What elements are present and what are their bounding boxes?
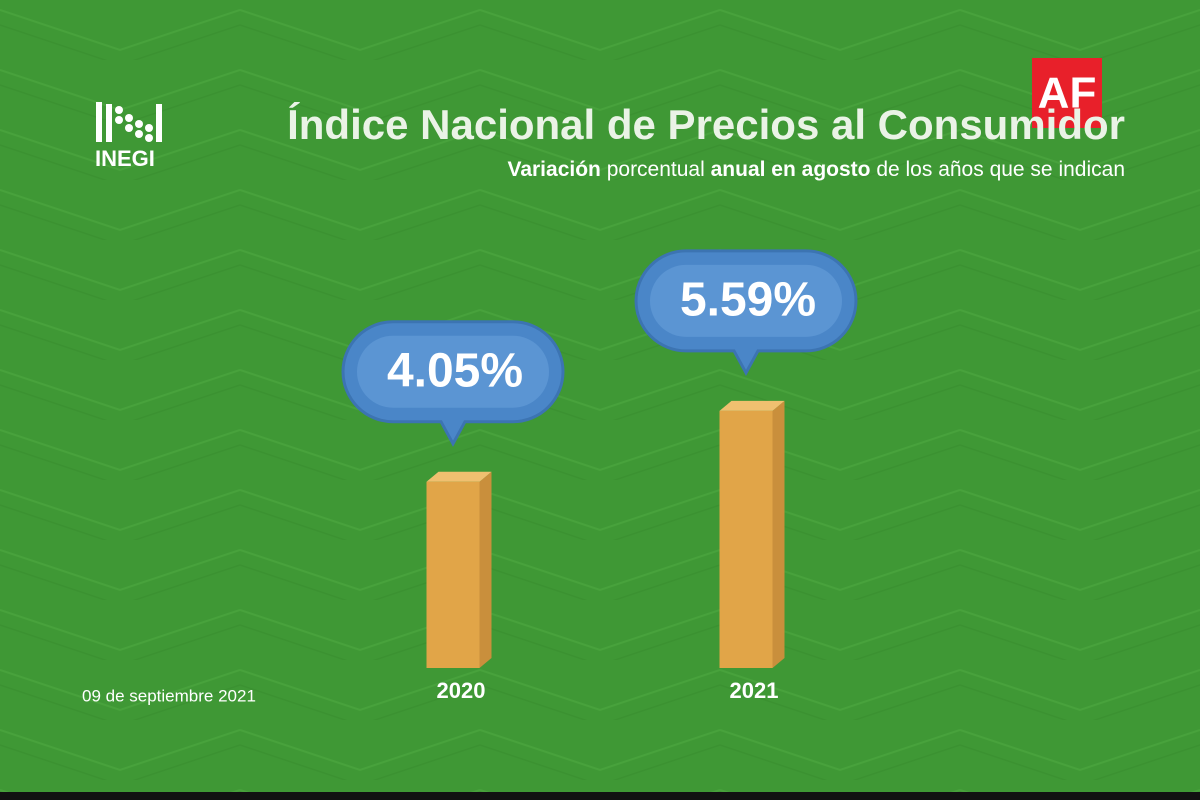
subtitle-part: anual en agosto — [711, 158, 871, 181]
value-label: 5.59% — [680, 274, 816, 327]
subtitle-part: Variación — [507, 158, 600, 181]
bar-top — [426, 471, 492, 482]
bar-side — [772, 400, 785, 668]
chart-title: Índice Nacional de Precios al Consumidor — [287, 101, 1125, 148]
logo-icon — [96, 102, 162, 142]
subtitle-part: de los años que se indican — [870, 158, 1125, 181]
x-tick-label: 2020 — [437, 678, 486, 703]
logo-text: INEGI — [95, 146, 155, 171]
chart-subtitle: Variación porcentual anual en agosto de … — [507, 158, 1125, 181]
bar-side — [479, 471, 492, 668]
bottom-strip — [0, 792, 1200, 800]
subtitle-part: porcentual — [601, 158, 711, 181]
date: 09 de septiembre 2021 — [82, 686, 256, 705]
label-inner — [650, 264, 842, 337]
value-label: 4.05% — [387, 344, 523, 397]
brand-text: AF — [1038, 69, 1097, 118]
brand-box — [1032, 58, 1102, 128]
bar — [426, 481, 480, 668]
bar-top — [719, 400, 785, 411]
bar — [719, 410, 773, 668]
x-tick-label: 2021 — [730, 678, 779, 703]
label-inner — [357, 335, 549, 408]
